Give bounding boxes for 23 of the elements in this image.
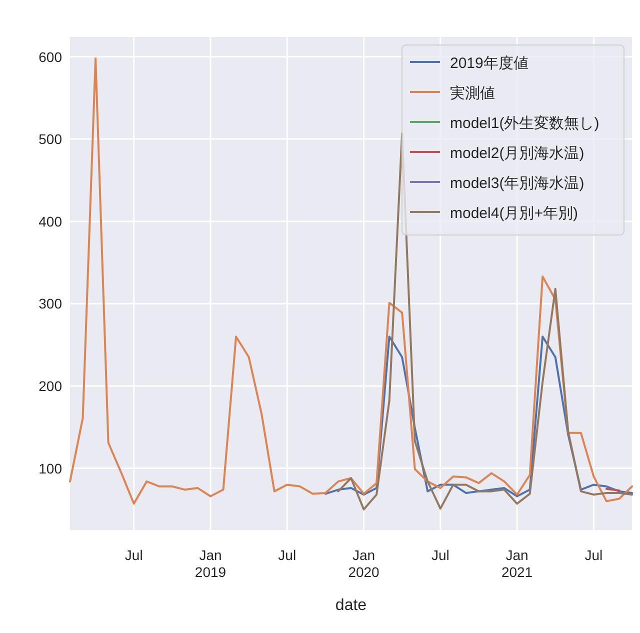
x-axis-title: date (335, 597, 367, 614)
line-series (324, 336, 633, 498)
legend-label: 実測値 (450, 85, 495, 102)
legend-label: model3(年別海水温) (450, 175, 584, 192)
legend-label: model4(月別+年別) (450, 205, 578, 222)
x-tick-label: Jul (584, 547, 603, 563)
x-tick-label: Jul (431, 547, 450, 563)
line-series (337, 132, 633, 510)
legend-label: model1(外生変数無し) (450, 115, 600, 132)
legend-label: 2019年度値 (450, 55, 528, 72)
x-tick-label: Jul (124, 547, 143, 563)
line-series (69, 57, 633, 505)
y-tick-label: 100 (38, 460, 62, 476)
x-tick-label: Jan 2021 (501, 547, 533, 580)
legend-label: model2(月別海水温) (450, 145, 584, 162)
y-tick-label: 600 (38, 48, 62, 65)
x-tick-label: Jul (278, 547, 296, 563)
y-tick-label: 400 (38, 213, 62, 230)
y-tick-label: 300 (38, 296, 62, 312)
x-tick-label: Jan 2020 (348, 547, 380, 580)
y-tick-label: 500 (38, 131, 62, 148)
y-tick-label: 200 (38, 378, 62, 394)
x-tick-label: Jan 2019 (194, 547, 226, 580)
